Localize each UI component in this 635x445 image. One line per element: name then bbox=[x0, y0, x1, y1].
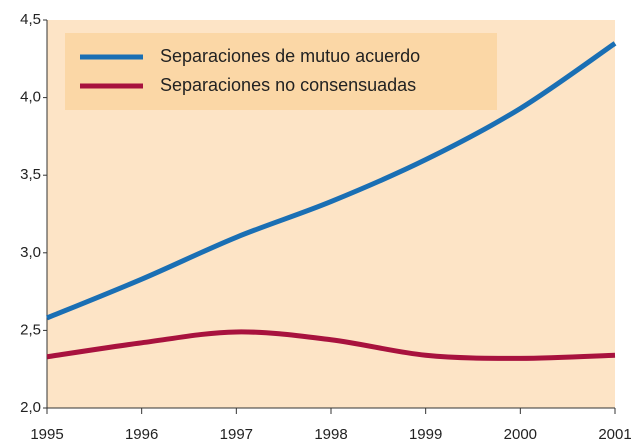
series-line bbox=[46, 329, 616, 361]
legend-label: Separaciones no consensuadas bbox=[160, 75, 416, 95]
x-tick-label: 1999 bbox=[409, 426, 442, 443]
x-tick-label: 1998 bbox=[314, 426, 347, 443]
legend-box bbox=[65, 33, 497, 110]
series-line bbox=[46, 41, 617, 321]
x-tick-label: 1996 bbox=[125, 426, 158, 443]
y-tick-label: 3,5 bbox=[20, 166, 41, 183]
y-tick-label: 2,5 bbox=[20, 321, 41, 338]
y-tick-label: 2,0 bbox=[20, 399, 41, 416]
y-tick-label: 4,0 bbox=[20, 89, 41, 106]
x-tick-label: 1997 bbox=[220, 426, 253, 443]
legend-label: Separaciones de mutuo acuerdo bbox=[160, 46, 420, 66]
x-tick-label: 2000 bbox=[504, 426, 537, 443]
y-tick-label: 4,5 bbox=[20, 11, 41, 28]
y-tick-label: 3,0 bbox=[20, 244, 41, 261]
x-tick-label: 2001 bbox=[598, 426, 631, 443]
x-tick-label: 1995 bbox=[30, 426, 63, 443]
